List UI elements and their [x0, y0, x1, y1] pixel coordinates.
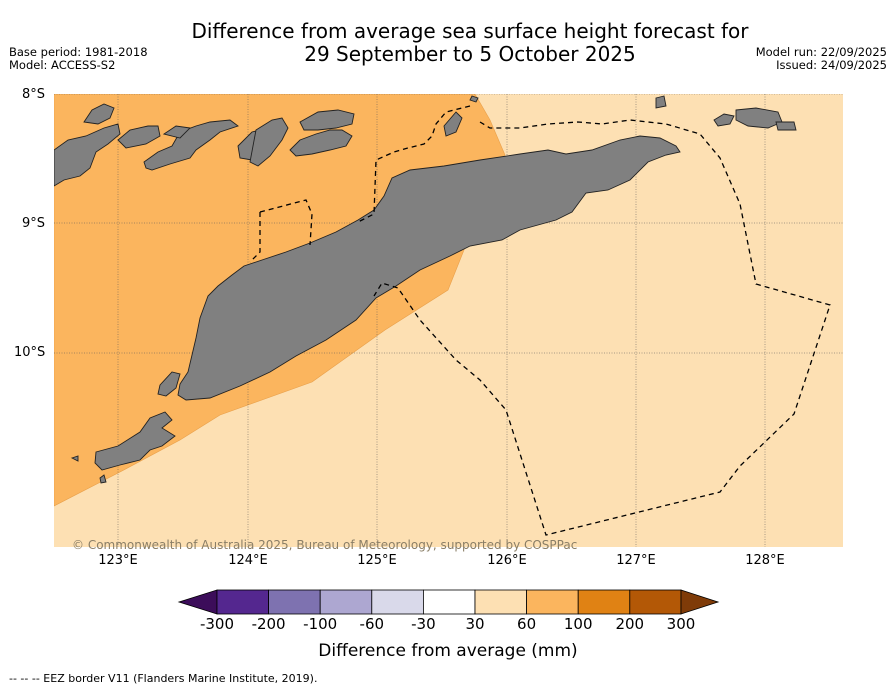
colorbar-tick-1: -300 [199, 615, 235, 633]
land [54, 95, 797, 484]
base-period: Base period: 1981-2018 [9, 45, 148, 59]
colorbar-tick-9: 200 [615, 615, 645, 633]
lat-label-9s: 9°S [22, 216, 46, 231]
colorbar-extend-high [680, 589, 720, 615]
eez-border [249, 105, 831, 536]
colorbar-tick-7: 60 [517, 615, 537, 633]
colorbar-seg-3 [319, 589, 373, 615]
lon-label-124e: 124°E [228, 553, 268, 568]
colorbar-tick-8: 100 [563, 615, 593, 633]
issued-date: Issued: 24/09/2025 [776, 58, 887, 72]
copyright-notice: © Commonwealth of Australia 2025, Bureau… [72, 538, 578, 552]
colorbar-seg-5 [422, 589, 476, 615]
timor-island [177, 135, 681, 401]
colorbar-seg-9 [629, 589, 682, 615]
colorbar-seg-1 [216, 589, 269, 615]
lon-label-128e: 128°E [745, 553, 785, 568]
colorbar-seg-7 [526, 589, 579, 615]
chart-title: Difference from average sea surface heig… [0, 20, 896, 66]
colorbar-tick-2: -200 [251, 615, 286, 633]
lat-label-10s: 10°S [14, 345, 46, 360]
colorbar-tick-3: -100 [303, 615, 338, 633]
title-line-1: Difference from average sea surface heig… [191, 19, 749, 43]
meta-right: Model run: 22/09/2025 Issued: 24/09/2025 [756, 46, 887, 72]
colorbar-title: Difference from average (mm) [318, 641, 578, 661]
lon-label-127e: 127°E [616, 553, 656, 568]
colorbar-seg-6 [474, 589, 527, 615]
model-name: Model: ACCESS-S2 [9, 58, 116, 72]
northern-islands [54, 123, 121, 187]
colorbar-seg-4 [371, 589, 424, 615]
colorbar-tick-6: 30 [465, 615, 485, 633]
colorbar-seg-2 [268, 589, 321, 615]
colorbar-tick-5: -30 [411, 615, 436, 633]
colorbar-tick-10: 300 [666, 615, 696, 633]
model-run: Model run: 22/09/2025 [755, 45, 887, 59]
eez-footnote: -- -- -- EEZ border V11 (Flanders Marine… [9, 672, 318, 685]
colorbar-extend-low [177, 589, 218, 615]
rote-island [94, 411, 176, 471]
colorbar-seg-8 [577, 589, 631, 615]
lon-label-125e: 125°E [357, 553, 397, 568]
title-line-2: 29 September to 5 October 2025 [304, 42, 636, 66]
lon-label-123e: 123°E [98, 553, 138, 568]
colorbar-tick-4: -60 [359, 615, 385, 633]
lat-label-8s: 8°S [22, 87, 46, 102]
meta-left: Base period: 1981-2018 Model: ACCESS-S2 [9, 46, 148, 72]
lon-label-126e: 126°E [487, 553, 527, 568]
